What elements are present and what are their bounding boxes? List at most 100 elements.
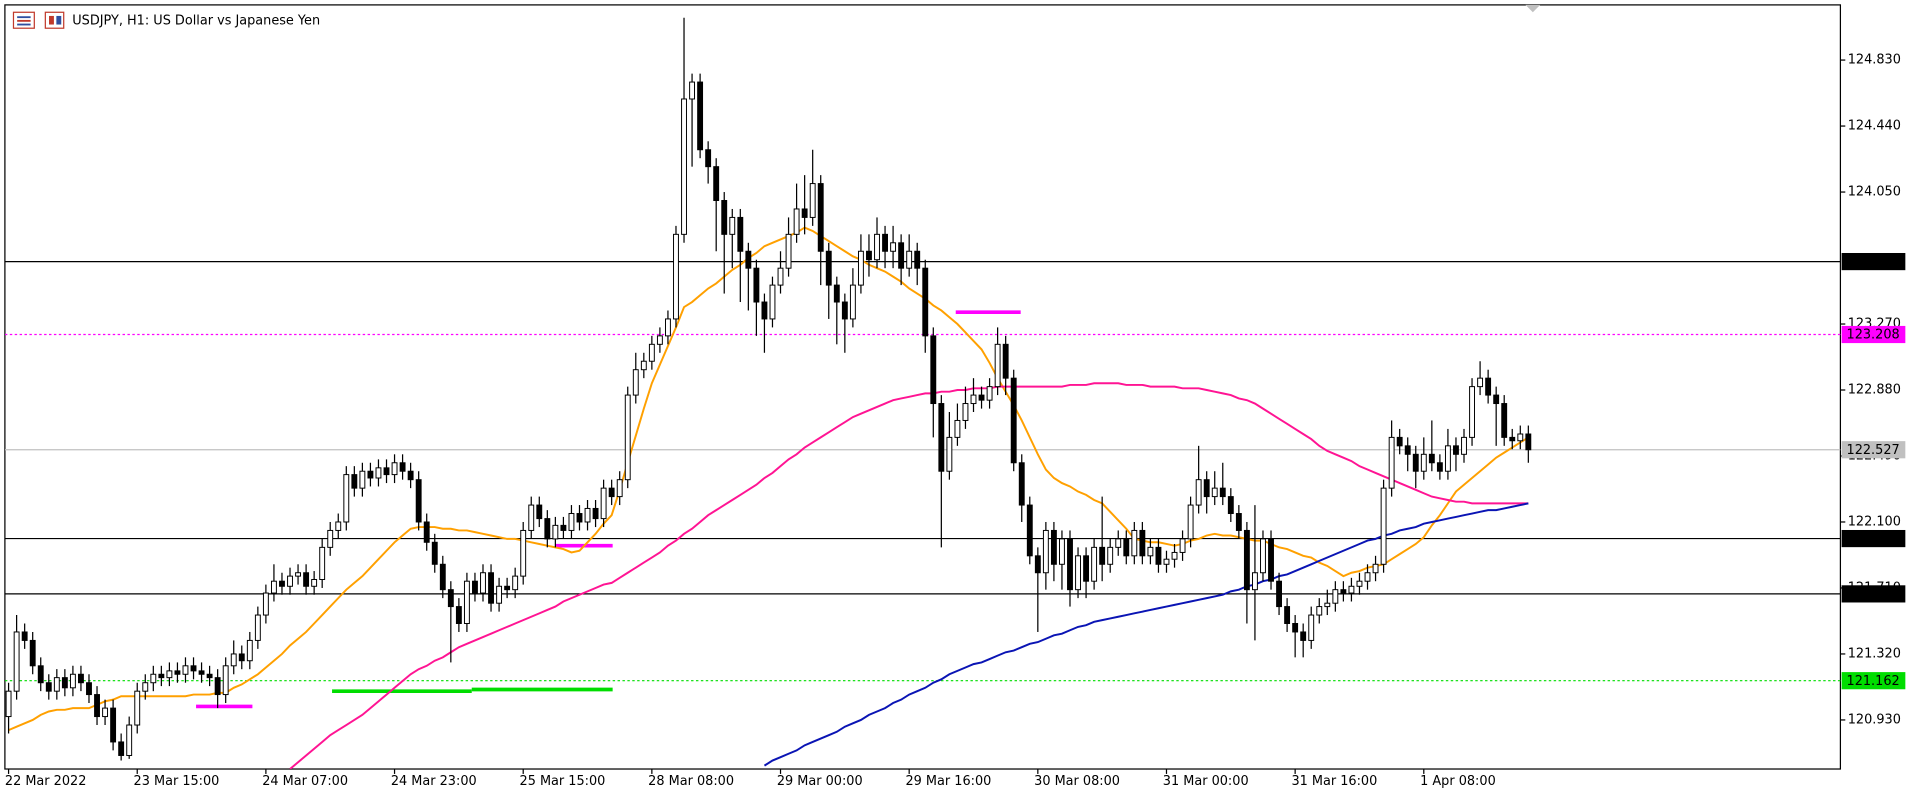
candle-body xyxy=(1251,572,1258,591)
candle-body xyxy=(295,572,301,577)
candle-body xyxy=(102,707,109,718)
price-level-tag xyxy=(1841,325,1906,344)
candle-body xyxy=(833,284,840,303)
candle-body xyxy=(665,318,671,337)
candle-body xyxy=(1155,546,1162,565)
candle-body xyxy=(1107,546,1114,565)
candle-body xyxy=(817,183,824,252)
price-level-label: 123.639 xyxy=(1847,255,1900,270)
candle-body xyxy=(697,81,704,151)
candle-body xyxy=(994,343,1001,388)
candle-body xyxy=(407,470,414,481)
candle-body xyxy=(608,487,615,498)
candle-body xyxy=(399,462,406,472)
price-level-tag xyxy=(1841,529,1906,548)
candle-body xyxy=(496,585,503,604)
candle-body xyxy=(898,242,905,269)
candle-body xyxy=(1348,585,1355,594)
indicator-lines xyxy=(8,226,1529,770)
candle-body xyxy=(729,216,736,235)
candle-body xyxy=(801,208,808,218)
candle-body xyxy=(1404,445,1411,455)
price-level-label: 123.208 xyxy=(1847,328,1900,343)
candle-body xyxy=(1324,602,1331,608)
x-tick-label: 30 Mar 08:00 xyxy=(1034,774,1120,789)
x-tick-label: 25 Mar 15:00 xyxy=(520,774,606,789)
candle-body xyxy=(1147,546,1154,557)
candle-body xyxy=(1163,558,1170,565)
candle-body xyxy=(536,504,543,520)
candle-body xyxy=(351,474,358,489)
price-level-tag xyxy=(1841,441,1906,459)
candle-body xyxy=(1010,377,1017,464)
candle-body xyxy=(1099,546,1106,565)
x-tick-label: 29 Mar 16:00 xyxy=(905,774,991,789)
candle-body xyxy=(1042,529,1049,574)
candle-body xyxy=(214,677,221,696)
candle-body xyxy=(552,524,559,540)
candle-body xyxy=(560,524,567,531)
candle-body xyxy=(761,301,768,320)
candle-body xyxy=(1525,433,1532,451)
candle-body xyxy=(1308,614,1315,641)
candle-body xyxy=(455,606,462,624)
candle-body xyxy=(311,579,318,587)
candle-body xyxy=(1235,513,1242,531)
candle-body xyxy=(166,670,173,679)
candle-body xyxy=(681,98,687,235)
candle-body xyxy=(1195,479,1202,506)
candle-body xyxy=(866,250,872,261)
y-tick-label: 122.100 xyxy=(1848,514,1901,529)
candle-body xyxy=(142,682,149,692)
x-tick-label: 28 Mar 08:00 xyxy=(648,774,734,789)
candle-body xyxy=(472,580,478,594)
x-tick-label: 24 Mar 07:00 xyxy=(262,774,348,789)
candle-body xyxy=(488,572,494,604)
y-tick-label: 122.880 xyxy=(1848,383,1901,398)
chart-root: 120.930121.320121.710122.100122.490122.8… xyxy=(4,4,1906,789)
candle-body xyxy=(1388,436,1395,489)
candle-body xyxy=(463,580,470,624)
candle-body xyxy=(1131,529,1138,557)
candle-body xyxy=(78,673,84,684)
candle-body xyxy=(1284,606,1291,624)
candle-body xyxy=(1477,377,1484,388)
candle-body xyxy=(753,267,760,303)
candle-body xyxy=(1340,589,1347,594)
candle-body xyxy=(1171,551,1178,560)
candle-body xyxy=(1332,589,1339,604)
candle-body xyxy=(1509,436,1516,442)
candle-body xyxy=(1501,403,1508,438)
y-tick-label: 124.830 xyxy=(1848,53,1901,68)
candle-body xyxy=(954,419,961,438)
candle-body xyxy=(737,216,744,252)
candle-body xyxy=(673,233,679,320)
candle-body xyxy=(69,673,76,689)
candle-body xyxy=(1517,433,1524,442)
y-tick-label: 124.050 xyxy=(1848,185,1901,200)
candle-body xyxy=(1276,580,1283,608)
x-tick-label: 29 Mar 00:00 xyxy=(777,774,863,789)
candle-body xyxy=(1292,623,1299,633)
x-tick-label: 24 Mar 23:00 xyxy=(391,774,477,789)
price-level-label: 121.675 xyxy=(1847,587,1900,602)
candle-body xyxy=(150,673,157,684)
candle-body xyxy=(230,653,237,667)
candle-body xyxy=(1300,631,1307,641)
candle-body xyxy=(986,386,993,401)
candle-body xyxy=(1485,377,1492,396)
candle-body xyxy=(206,673,213,679)
candle-body xyxy=(375,467,382,479)
candle-body xyxy=(825,250,832,286)
candle-body xyxy=(930,335,937,405)
candle-body xyxy=(1461,436,1467,455)
moving-average xyxy=(289,382,1529,770)
candle-body xyxy=(1380,487,1387,565)
candle-body xyxy=(29,639,36,667)
candle-body xyxy=(1203,479,1210,498)
chart-title: USDJPY, H1: US Dollar vs Japanese Yen xyxy=(72,13,320,28)
candle-body xyxy=(1187,504,1194,540)
candle-body xyxy=(721,200,728,235)
